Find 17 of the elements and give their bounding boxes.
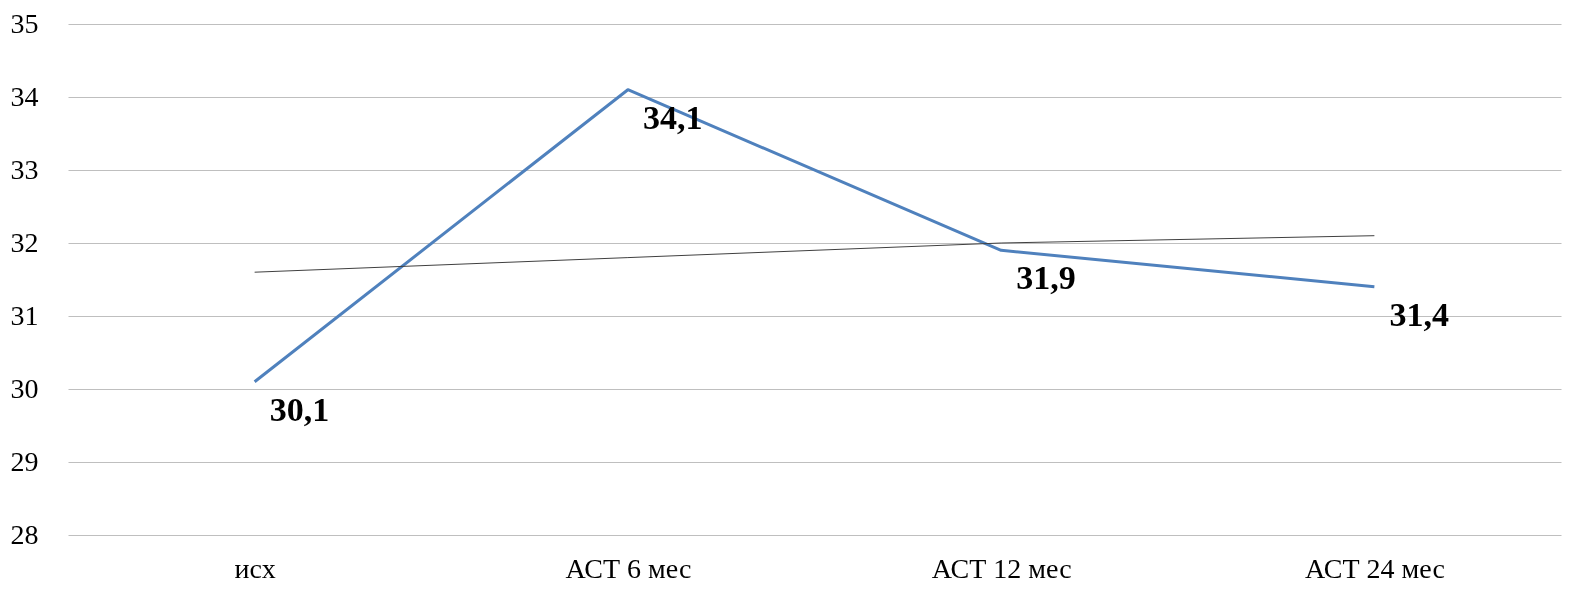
data-label: 34,1	[642, 98, 703, 136]
y-tick-label: 33	[10, 153, 39, 185]
y-tick-label: 30	[10, 372, 39, 404]
y-tick-label: 32	[10, 226, 39, 258]
data-label: 31,4	[1389, 295, 1449, 333]
data-label: 31,9	[1016, 259, 1076, 297]
x-tick-label: АСТ 12 мес	[931, 552, 1072, 584]
x-tick-label: АСТ 6 мес	[565, 552, 692, 584]
y-tick-label: 28	[10, 518, 39, 550]
data-label: 30,1	[269, 390, 330, 428]
x-tick-label: АСТ 24 мес	[1304, 552, 1445, 584]
line-series	[253, 88, 1376, 384]
y-tick-label: 35	[10, 7, 39, 39]
y-tick-label: 29	[10, 445, 39, 477]
y-tick-label: 34	[10, 80, 39, 112]
x-tick-label: исх	[234, 552, 276, 584]
y-tick-label: 31	[10, 299, 39, 331]
